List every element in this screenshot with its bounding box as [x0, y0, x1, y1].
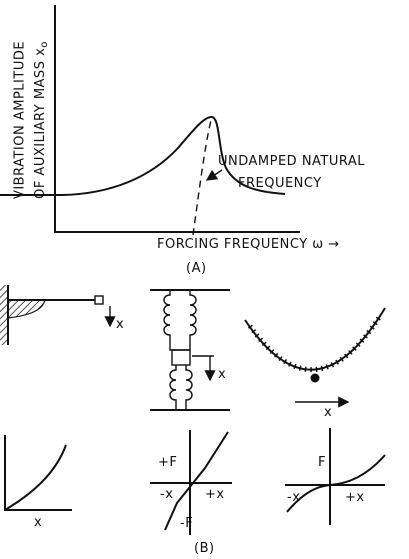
y-label-subscript: o	[39, 41, 50, 48]
graph-3: F -x +x	[285, 428, 386, 525]
y-label-2: OF AUXILIARY MASS xo	[33, 41, 51, 199]
axis-label: -x	[287, 490, 300, 505]
annotation-arrow	[205, 169, 223, 181]
graph-2: +F -x +x -F	[150, 430, 232, 535]
annotation: UNDAMPED NATURAL	[218, 154, 365, 169]
axis-label: -F	[180, 516, 193, 531]
arrow-label: x	[116, 317, 124, 332]
axis-label: +x	[205, 487, 225, 502]
axis-label: +F	[158, 455, 177, 470]
annotation: FREQUENCY	[238, 176, 322, 191]
arrow-label: x	[218, 367, 226, 382]
graph-1: x	[4, 435, 72, 530]
y-label-1: VIBRATION AMPLITUDE	[13, 41, 28, 199]
response-curve	[0, 116, 286, 196]
backbone-curve	[192, 119, 212, 236]
arrow-label: x	[324, 405, 332, 420]
caption: (B)	[194, 541, 215, 556]
x-label: FORCING FREQUENCY ω →	[157, 237, 340, 252]
spring-system: x	[150, 289, 230, 411]
y-label-2-text: OF AUXILIARY MASS x	[33, 48, 48, 199]
bowl: x	[244, 307, 386, 420]
axis-label: +x	[345, 490, 365, 505]
cantilever: x	[0, 285, 124, 345]
axes	[54, 5, 300, 233]
caption: (A)	[186, 261, 207, 276]
panel-a: VIBRATION AMPLITUDE OF AUXILIARY MASS xo…	[0, 5, 365, 276]
axis-label: F	[318, 455, 326, 470]
axis-label: x	[34, 515, 42, 530]
axis-label: -x	[160, 487, 173, 502]
